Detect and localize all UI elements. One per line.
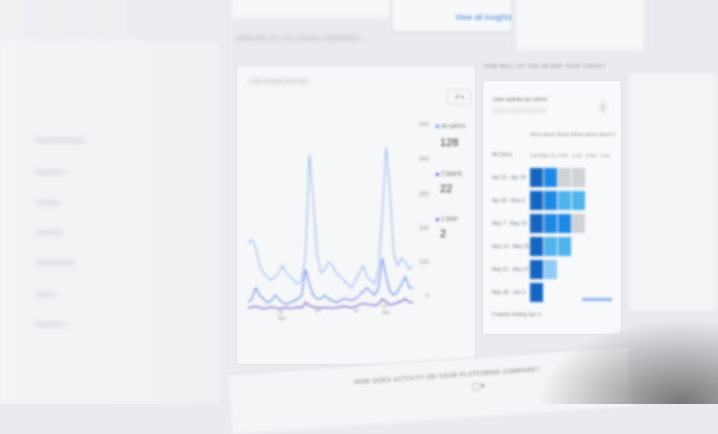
column-header: Week 5 [600, 132, 616, 137]
legend-dot [436, 124, 439, 128]
y-tick: 200 [418, 226, 429, 232]
series-line-0 [248, 147, 414, 289]
column-header: Week 1 [544, 132, 560, 137]
right-panel [628, 72, 718, 312]
cohort-cell [530, 168, 543, 187]
cohort-cell [544, 237, 557, 256]
x-tick: 08 [315, 308, 321, 314]
y-axis: 500 400 300 200 100 0 [405, 122, 429, 307]
legend-7-days: 7 DAYS [436, 172, 462, 178]
all-users-value: 1.4% [600, 153, 611, 158]
sidebar-item[interactable] [35, 322, 65, 327]
all-users-value: 3.1% [572, 153, 583, 158]
cohort-cell [558, 191, 571, 210]
column-header: Week 0 [530, 132, 546, 137]
top-card [230, 0, 390, 20]
cohort-row-label: Apr 30 - May 6 [492, 198, 525, 204]
left-panel [0, 40, 220, 404]
platform-section-heading: How does activity on your platforms comp… [354, 367, 541, 387]
y-tick: 100 [418, 260, 429, 266]
y-tick: 300 [418, 192, 429, 198]
insights-card: View all insights [392, 0, 512, 32]
cohort-cell [530, 237, 543, 256]
legend: 30 DAYS 128 7 DAYS 22 1 DAY 2 [436, 122, 476, 252]
all-users-value: 11.1% [544, 153, 557, 158]
legend-dot [436, 172, 439, 176]
cohort-cell [558, 168, 571, 187]
cohort-row-label: Apr 23 - Apr 29 [492, 175, 526, 181]
x-tick-month: Apr [382, 310, 390, 316]
x-axis: 01 Apr 08 15 22 Apr [270, 302, 400, 322]
cohort-cell [530, 191, 543, 210]
sidebar-item[interactable] [35, 230, 63, 235]
cohort-report-link[interactable] [582, 298, 612, 301]
y-tick: 500 [418, 122, 429, 128]
cohort-cell [530, 260, 543, 279]
sidebar-item[interactable] [35, 260, 75, 265]
cohort-cell [544, 260, 557, 279]
view-all-insights-link[interactable]: View all insights [455, 13, 512, 22]
cohort-cell [572, 214, 585, 233]
sidebar-item[interactable] [35, 170, 65, 175]
retention-section-heading: How well do you retain your users? [484, 64, 606, 70]
cohort-cell [544, 191, 557, 210]
sidebar-item[interactable] [35, 200, 60, 205]
all-users-label: All Users [492, 152, 513, 158]
y-tick: 400 [418, 157, 429, 163]
trend-chart [248, 147, 414, 310]
top-card-right [515, 0, 645, 52]
all-users-value: 100.0% [530, 153, 546, 158]
all-users-value: 4.6% [558, 153, 569, 158]
legend-30-days: 30 DAYS [436, 124, 465, 130]
cohort-row-label: May 21 - May 27 [492, 267, 530, 273]
cohort-cell [530, 283, 543, 302]
legend-1-day: 1 DAY [436, 217, 458, 223]
sidebar-item[interactable] [35, 292, 57, 297]
compare-dropdown[interactable]: ✓▾ [447, 89, 471, 105]
value-1-day: 2 [440, 228, 447, 240]
cohort-footer: 6 weeks ending Jun 3 [492, 312, 541, 318]
cohort-cell [544, 168, 557, 187]
series-line-1 [248, 258, 413, 306]
cohort-row-label: May 28 - Jun 3 [492, 290, 526, 296]
column-header: Week 2 [558, 132, 574, 137]
column-header: Week 4 [586, 132, 602, 137]
sidebar-item[interactable] [35, 138, 85, 143]
value-7-days: 22 [440, 183, 453, 195]
cohort-table: Week 0 Week 1 Week 2 Week 3 Week 4 Week 5 All … [482, 80, 622, 335]
x-tick-month: Apr [278, 316, 286, 322]
column-header: Week 3 [572, 132, 588, 137]
cohort-cell [558, 237, 571, 256]
chevron-down-icon: ▾ [461, 95, 464, 101]
cohort-cell [530, 214, 543, 233]
x-tick: 15 [353, 308, 359, 314]
cohort-cell [544, 214, 557, 233]
y-tick: 0 [425, 294, 429, 300]
trend-card-title: User activity over time [249, 79, 309, 85]
trend-section-heading: How are active users trending? [236, 36, 361, 42]
cohort-row-label: May 14 - May 20 [492, 244, 530, 250]
all-users-value: 2.8% [586, 153, 597, 158]
value-30-days: 128 [440, 137, 459, 149]
cohort-cell [572, 168, 585, 187]
cohort-cell [558, 214, 571, 233]
cohort-row-label: May 7 - May 13 [492, 221, 527, 227]
platform-dropdown[interactable]: ◯▾ [471, 381, 486, 392]
cohort-cell [572, 191, 585, 210]
legend-dot [436, 217, 439, 221]
